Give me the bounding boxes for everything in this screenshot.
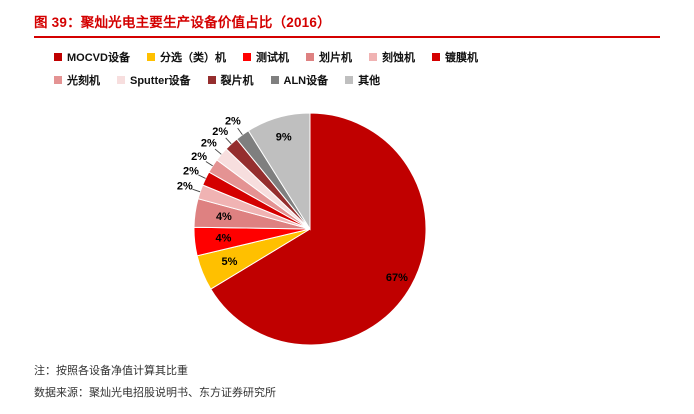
slice-data-label: 4%	[216, 232, 232, 244]
slice-data-label: 2%	[191, 151, 207, 163]
legend-swatch-icon	[207, 76, 216, 84]
legend-swatch-icon	[431, 53, 440, 61]
slice-data-label: 5%	[222, 256, 238, 268]
legend-label: 裂片机	[220, 75, 254, 87]
legend-swatch-icon	[345, 76, 354, 84]
legend-item: 镀膜机	[431, 49, 478, 65]
figure-header: 图 39：聚灿光电主要生产设备价值占比（2016）	[34, 11, 660, 31]
legend-item: 裂片机	[207, 72, 254, 88]
legend-label: MOCVD设备	[67, 52, 130, 64]
legend-label: Sputter设备	[130, 75, 191, 87]
legend-swatch-icon	[54, 53, 62, 61]
legend-label: 光刻机	[67, 75, 100, 87]
legend-swatch-icon	[270, 76, 279, 84]
data-source: 数据来源：聚灿光电招股说明书、东方证券研究所	[34, 386, 276, 399]
title-divider	[34, 36, 660, 38]
legend-item: 测试机	[242, 49, 289, 65]
legend-swatch-icon	[117, 76, 125, 84]
leader-tick	[225, 137, 232, 145]
pie-chart: 67%5%4%4%2%2%2%2%2%2%9%	[177, 112, 427, 346]
legend-row: MOCVD设备 分选（类）机 测试机 划片机 刻蚀机 镀膜机	[54, 49, 694, 65]
legend-label: 其他	[358, 75, 381, 87]
slice-data-label: 4%	[216, 211, 232, 223]
pie-slice	[247, 112, 311, 231]
legend-label: 测试机	[255, 52, 289, 64]
legend-item: 光刻机	[54, 72, 100, 88]
pie-slice	[210, 112, 427, 346]
legend-swatch-icon	[242, 53, 251, 61]
leader-tick	[198, 174, 206, 179]
legend-label: 分选（类）机	[159, 52, 226, 64]
legend-item: Sputter设备	[117, 72, 191, 88]
leader-tick	[192, 188, 201, 193]
legend-swatch-icon	[54, 76, 62, 84]
legend-swatch-icon	[368, 53, 377, 61]
slice-data-label: 9%	[276, 132, 292, 144]
slice-data-label: 2%	[212, 126, 228, 138]
slice-data-label: 2%	[225, 115, 241, 127]
slice-data-label: 2%	[201, 138, 217, 150]
leader-tick	[205, 161, 213, 167]
figure-title: 图 39：聚灿光电主要生产设备价值占比（2016）	[34, 15, 331, 30]
slice-data-label: 2%	[177, 181, 193, 193]
slice-data-label: 2%	[183, 165, 199, 177]
legend-item: ALN设备	[270, 72, 329, 88]
legend-label: 划片机	[318, 52, 352, 64]
legend-label: ALN设备	[283, 75, 329, 87]
legend-label: 刻蚀机	[381, 52, 415, 64]
legend-swatch-icon	[305, 53, 314, 61]
slice-data-label: 67%	[386, 272, 408, 284]
leader-tick	[214, 148, 222, 155]
chart-area: 67% 5% 4% 4% 2% 2% 2% 2% 2% 2% 9%	[0, 95, 694, 363]
legend-item: MOCVD设备	[54, 49, 130, 65]
chart-note: 注：按照各设备净值计算其比重	[34, 365, 188, 378]
leader-tick	[237, 127, 243, 135]
legend-row: 光刻机 Sputter设备 裂片机 ALN设备 其他	[54, 72, 694, 88]
legend-item: 刻蚀机	[368, 49, 415, 65]
legend-swatch-icon	[146, 53, 155, 61]
legend-label: 镀膜机	[444, 52, 478, 64]
figure-footer: 注：按照各设备净值计算其比重 数据来源：聚灿光电招股说明书、东方证券研究所	[34, 361, 276, 404]
chart-legend: MOCVD设备 分选（类）机 测试机 划片机 刻蚀机 镀膜机光刻机 Sputter设备 裂片机…	[54, 49, 694, 88]
legend-item: 划片机	[305, 49, 352, 65]
legend-item: 分选（类）机	[146, 49, 226, 65]
legend-item: 其他	[345, 72, 380, 88]
